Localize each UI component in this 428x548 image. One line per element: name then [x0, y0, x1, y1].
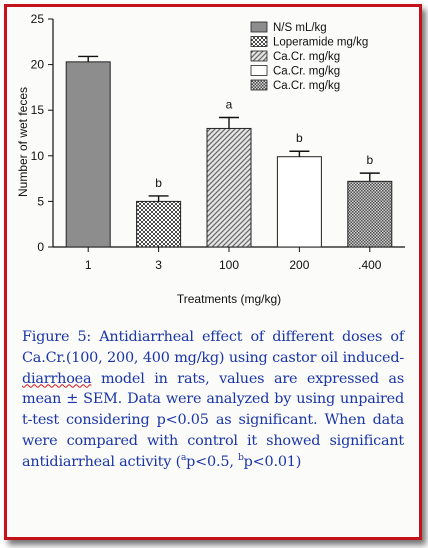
- y-tick-label: 5: [37, 194, 44, 208]
- caption-text: p<0.5,: [186, 453, 239, 470]
- caption-text: Antidiarrheal effect of different doses …: [22, 329, 404, 366]
- bar: [347, 180, 393, 248]
- bars-group: 1 3 b 100 a 200 b .400 b: [65, 55, 393, 272]
- figure-panel: 0 5 10 15 20 25 1 3 b 100 a 200 b .400 b N/S mL/kg Lop…: [4, 4, 422, 540]
- legend-label: Loperamide mg/kg: [273, 37, 368, 49]
- significance-label: b: [296, 131, 303, 145]
- bar-chart: 0 5 10 15 20 25 1 3 b 100 a 200 b .400 b N/S mL/kg Lop…: [16, 12, 405, 306]
- caption-text: p<0.01): [243, 453, 302, 470]
- x-tick-label: .400: [358, 258, 382, 272]
- bar: [136, 200, 182, 248]
- legend-swatch: [250, 50, 268, 62]
- legend-label: N/S mL/kg: [273, 22, 327, 34]
- caption-superscript: a: [181, 452, 187, 463]
- caption-superscript: b: [238, 452, 244, 463]
- y-tick-label: 20: [31, 58, 45, 72]
- y-tick-label: 25: [31, 12, 45, 26]
- y-tick-label: 0: [37, 240, 44, 254]
- bar: [276, 156, 322, 248]
- legend-label: Ca.Cr. mg/kg: [273, 66, 340, 78]
- x-tick-label: 200: [289, 258, 309, 272]
- caption-label: Figure 5:: [22, 329, 92, 345]
- y-axis-label: Number of wet feces: [16, 87, 30, 197]
- significance-label: b: [366, 153, 373, 167]
- y-tick-label: 10: [31, 149, 45, 163]
- caption-text: model in rats, values are expressed as m…: [22, 370, 404, 470]
- figure-caption: Figure 5: Antidiarrheal effect of differ…: [22, 327, 404, 473]
- legend-swatch: [250, 65, 268, 76]
- x-tick-label: 1: [85, 258, 92, 272]
- legend-swatch: [250, 36, 268, 47]
- axes: 0 5 10 15 20 25: [31, 12, 405, 254]
- bar: [65, 61, 111, 248]
- x-axis-label: Treatments (mg/kg): [177, 292, 281, 306]
- caption-misspelled-word: diarrhoea: [22, 370, 92, 387]
- bar: [206, 127, 252, 248]
- x-tick-label: 3: [155, 258, 162, 272]
- legend-label: Ca.Cr. mg/kg: [273, 80, 340, 92]
- significance-label: b: [155, 176, 162, 190]
- legend-swatch: [250, 79, 268, 91]
- significance-label: a: [226, 97, 233, 111]
- x-tick-label: 100: [219, 258, 239, 272]
- legend-swatch: [250, 21, 268, 33]
- y-tick-label: 15: [31, 103, 45, 117]
- legend: N/S mL/kg Loperamide mg/kg Ca.Cr. mg/kg Ca.…: [250, 21, 368, 92]
- legend-label: Ca.Cr. mg/kg: [273, 51, 340, 63]
